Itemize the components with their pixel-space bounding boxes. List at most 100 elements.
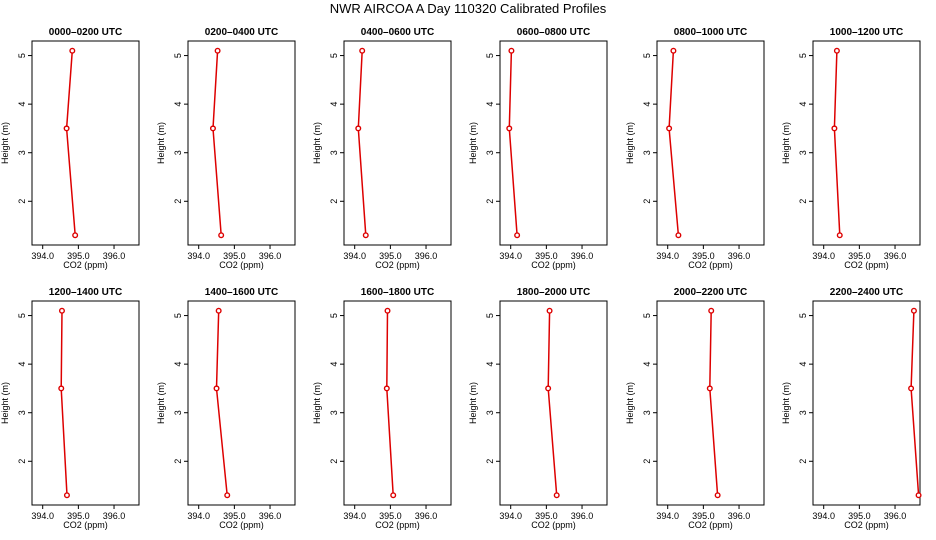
data-point — [58, 307, 65, 314]
data-point — [383, 385, 390, 392]
profile-line — [833, 50, 841, 236]
profile-line — [547, 310, 558, 496]
x-tick-label: 394.0 — [499, 511, 522, 521]
x-tick-label: 395.0 — [223, 251, 246, 261]
data-point — [915, 492, 922, 499]
y-tick-label: 3 — [17, 410, 27, 415]
y-tick-label: 5 — [173, 53, 183, 58]
y-tick-label: 3 — [329, 410, 339, 415]
data-point — [390, 492, 397, 499]
plot-frame — [812, 40, 921, 246]
plot-frame — [499, 40, 608, 246]
data-point — [506, 125, 513, 132]
profile-line — [60, 310, 68, 496]
data-point — [384, 307, 391, 314]
x-tick-label: 396.0 — [728, 251, 751, 261]
data-point — [670, 47, 677, 54]
data-point — [215, 307, 222, 314]
data-point — [362, 232, 369, 239]
y-tick-label: 4 — [329, 102, 339, 107]
page-title: NWR AIRCOA A Day 110320 Calibrated Profi… — [329, 1, 607, 16]
data-point — [908, 385, 915, 392]
y-tick-label: 4 — [485, 102, 495, 107]
y-tick-label: 4 — [173, 102, 183, 107]
data-point — [72, 232, 79, 239]
x-tick-label: 395.0 — [379, 511, 402, 521]
data-point — [836, 232, 843, 239]
data-point — [359, 47, 366, 54]
y-tick-label: 5 — [642, 313, 652, 318]
x-tick-label: 395.0 — [535, 251, 558, 261]
x-axis-label: CO2 (ppm) — [844, 520, 889, 530]
x-tick-label: 395.0 — [692, 511, 715, 521]
profile-line — [910, 310, 920, 496]
x-tick-label: 396.0 — [259, 251, 282, 261]
y-tick-label: 5 — [173, 313, 183, 318]
y-tick-label: 2 — [642, 459, 652, 464]
y-tick-label: 2 — [329, 199, 339, 204]
data-point — [63, 492, 70, 499]
x-tick-label: 396.0 — [884, 251, 907, 261]
y-tick-label: 2 — [798, 459, 808, 464]
panel-title: 1200–1400 UTC — [49, 287, 122, 298]
y-tick-label: 3 — [798, 410, 808, 415]
y-axis-label: Height (m) — [468, 382, 478, 424]
y-tick-label: 3 — [485, 410, 495, 415]
y-tick-label: 2 — [17, 199, 27, 204]
x-tick-label: 395.0 — [535, 511, 558, 521]
y-axis-label: Height (m) — [0, 382, 10, 424]
x-axis-label: CO2 (ppm) — [531, 260, 576, 270]
y-tick-label: 5 — [329, 313, 339, 318]
y-axis-label: Height (m) — [625, 122, 635, 164]
y-tick-label: 3 — [173, 150, 183, 155]
data-point — [546, 307, 553, 314]
plot-frame — [343, 40, 452, 246]
x-tick-label: 394.0 — [812, 251, 835, 261]
profile-line — [386, 310, 394, 496]
x-tick-label: 396.0 — [571, 251, 594, 261]
x-tick-label: 396.0 — [103, 251, 126, 261]
x-axis-label: CO2 (ppm) — [688, 260, 733, 270]
y-tick-label: 5 — [642, 53, 652, 58]
profile-line — [668, 50, 680, 236]
x-tick-label: 396.0 — [728, 511, 751, 521]
x-tick-label: 394.0 — [187, 511, 210, 521]
panel-title: 0400–0600 UTC — [361, 27, 434, 38]
x-tick-label: 394.0 — [343, 511, 366, 521]
x-tick-label: 394.0 — [187, 251, 210, 261]
y-axis-label: Height (m) — [156, 382, 166, 424]
y-tick-label: 3 — [485, 150, 495, 155]
data-point — [63, 125, 70, 132]
plot-frame — [343, 300, 452, 506]
x-axis-label: CO2 (ppm) — [219, 520, 264, 530]
x-tick-label: 396.0 — [259, 511, 282, 521]
x-tick-label: 395.0 — [379, 251, 402, 261]
data-point — [553, 492, 560, 499]
profile-line — [357, 50, 367, 236]
x-tick-label: 395.0 — [67, 251, 90, 261]
data-point — [355, 125, 362, 132]
y-axis-label: Height (m) — [156, 122, 166, 164]
x-axis-label: CO2 (ppm) — [688, 520, 733, 530]
profile-line — [508, 50, 518, 236]
y-tick-label: 3 — [642, 410, 652, 415]
data-point — [910, 307, 917, 314]
data-point — [831, 125, 838, 132]
plot-frame — [812, 300, 921, 506]
y-axis-label: Height (m) — [468, 122, 478, 164]
x-tick-label: 396.0 — [884, 511, 907, 521]
data-point — [209, 125, 216, 132]
y-tick-label: 4 — [642, 102, 652, 107]
y-tick-label: 5 — [798, 53, 808, 58]
y-tick-label: 2 — [173, 199, 183, 204]
panel-title: 2000–2200 UTC — [674, 287, 747, 298]
data-point — [545, 385, 552, 392]
x-tick-label: 396.0 — [415, 251, 438, 261]
y-tick-label: 2 — [17, 459, 27, 464]
plot-frame — [187, 300, 296, 506]
